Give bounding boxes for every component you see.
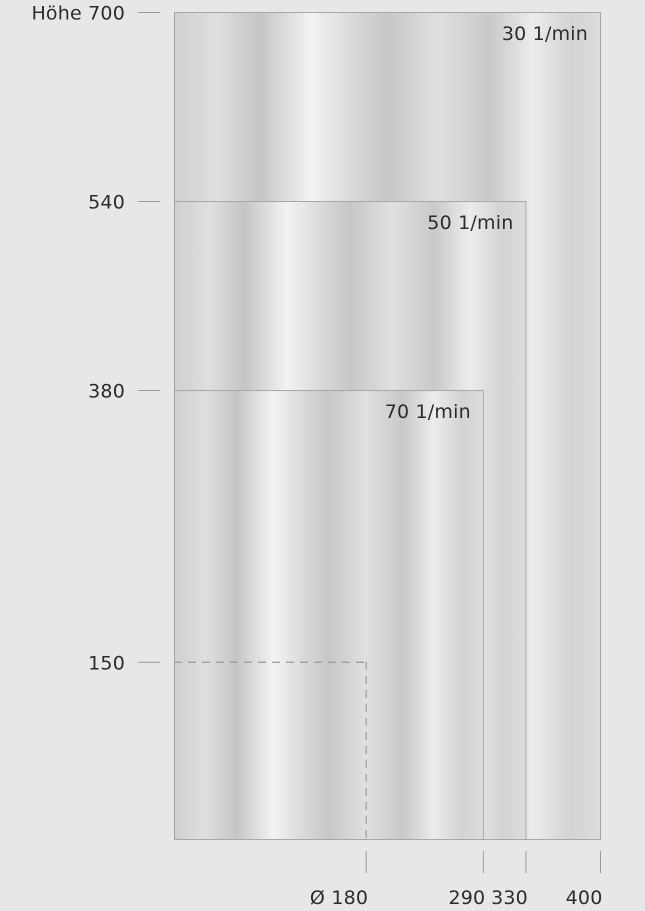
speed-areas: 30 1/min 50 1/min 70 1/min (174, 12, 601, 840)
height-axis: Höhe 700 540 380 150 (31, 3, 160, 674)
area-70-1-min (174, 390, 484, 840)
diameter-axis: Ø 180 290 330 400 (310, 851, 603, 909)
y-tick-label-380: 380 (88, 381, 125, 403)
x-tick-label-290: 290 (448, 887, 485, 909)
y-tick-label-700: Höhe 700 (31, 3, 125, 25)
speed-label-70-1-min: 70 1/min (385, 401, 471, 423)
x-tick-label-330: 330 (491, 887, 528, 909)
x-tick-label-400: 400 (566, 887, 603, 909)
speed-label-30-1-min: 30 1/min (502, 23, 588, 45)
y-tick-label-540: 540 (88, 192, 125, 214)
speed-label-50-1-min: 50 1/min (427, 212, 513, 234)
x-tick-label-180: Ø 180 (310, 887, 368, 909)
y-tick-label-150: 150 (88, 652, 125, 674)
dashed-region (174, 661, 367, 839)
